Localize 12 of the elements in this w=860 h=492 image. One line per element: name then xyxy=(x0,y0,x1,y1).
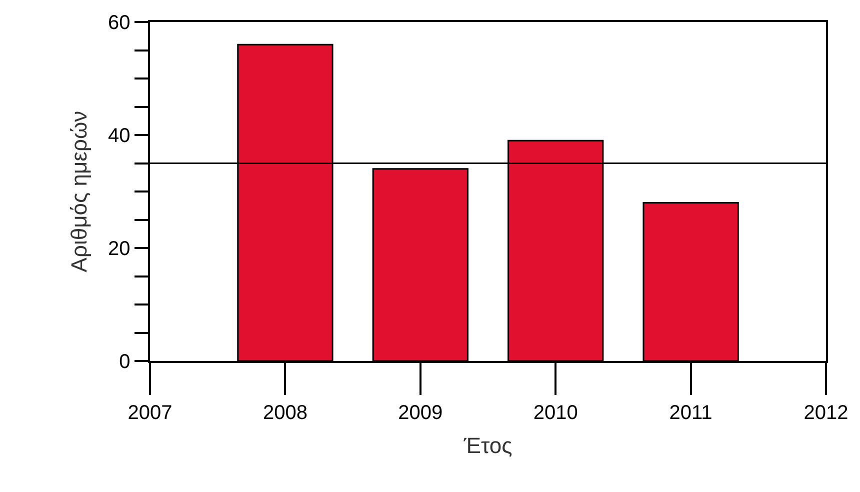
x-axis-title: Έτος xyxy=(462,433,512,458)
x-tick-label: 2007 xyxy=(128,402,172,424)
y-tick-label: 0 xyxy=(119,351,130,373)
x-tick-label: 2010 xyxy=(533,402,578,424)
x-tick-label: 2011 xyxy=(669,402,712,424)
y-tick-label: 40 xyxy=(108,125,130,147)
y-tick-label: 20 xyxy=(108,238,130,260)
x-tick-label: 2009 xyxy=(398,402,443,424)
x-tick-label: 2012 xyxy=(804,402,848,424)
y-axis-title: Αριθμός ημερών xyxy=(66,110,92,272)
x-tick-label: 2008 xyxy=(262,402,308,424)
y-tick-label: 60 xyxy=(108,12,130,34)
